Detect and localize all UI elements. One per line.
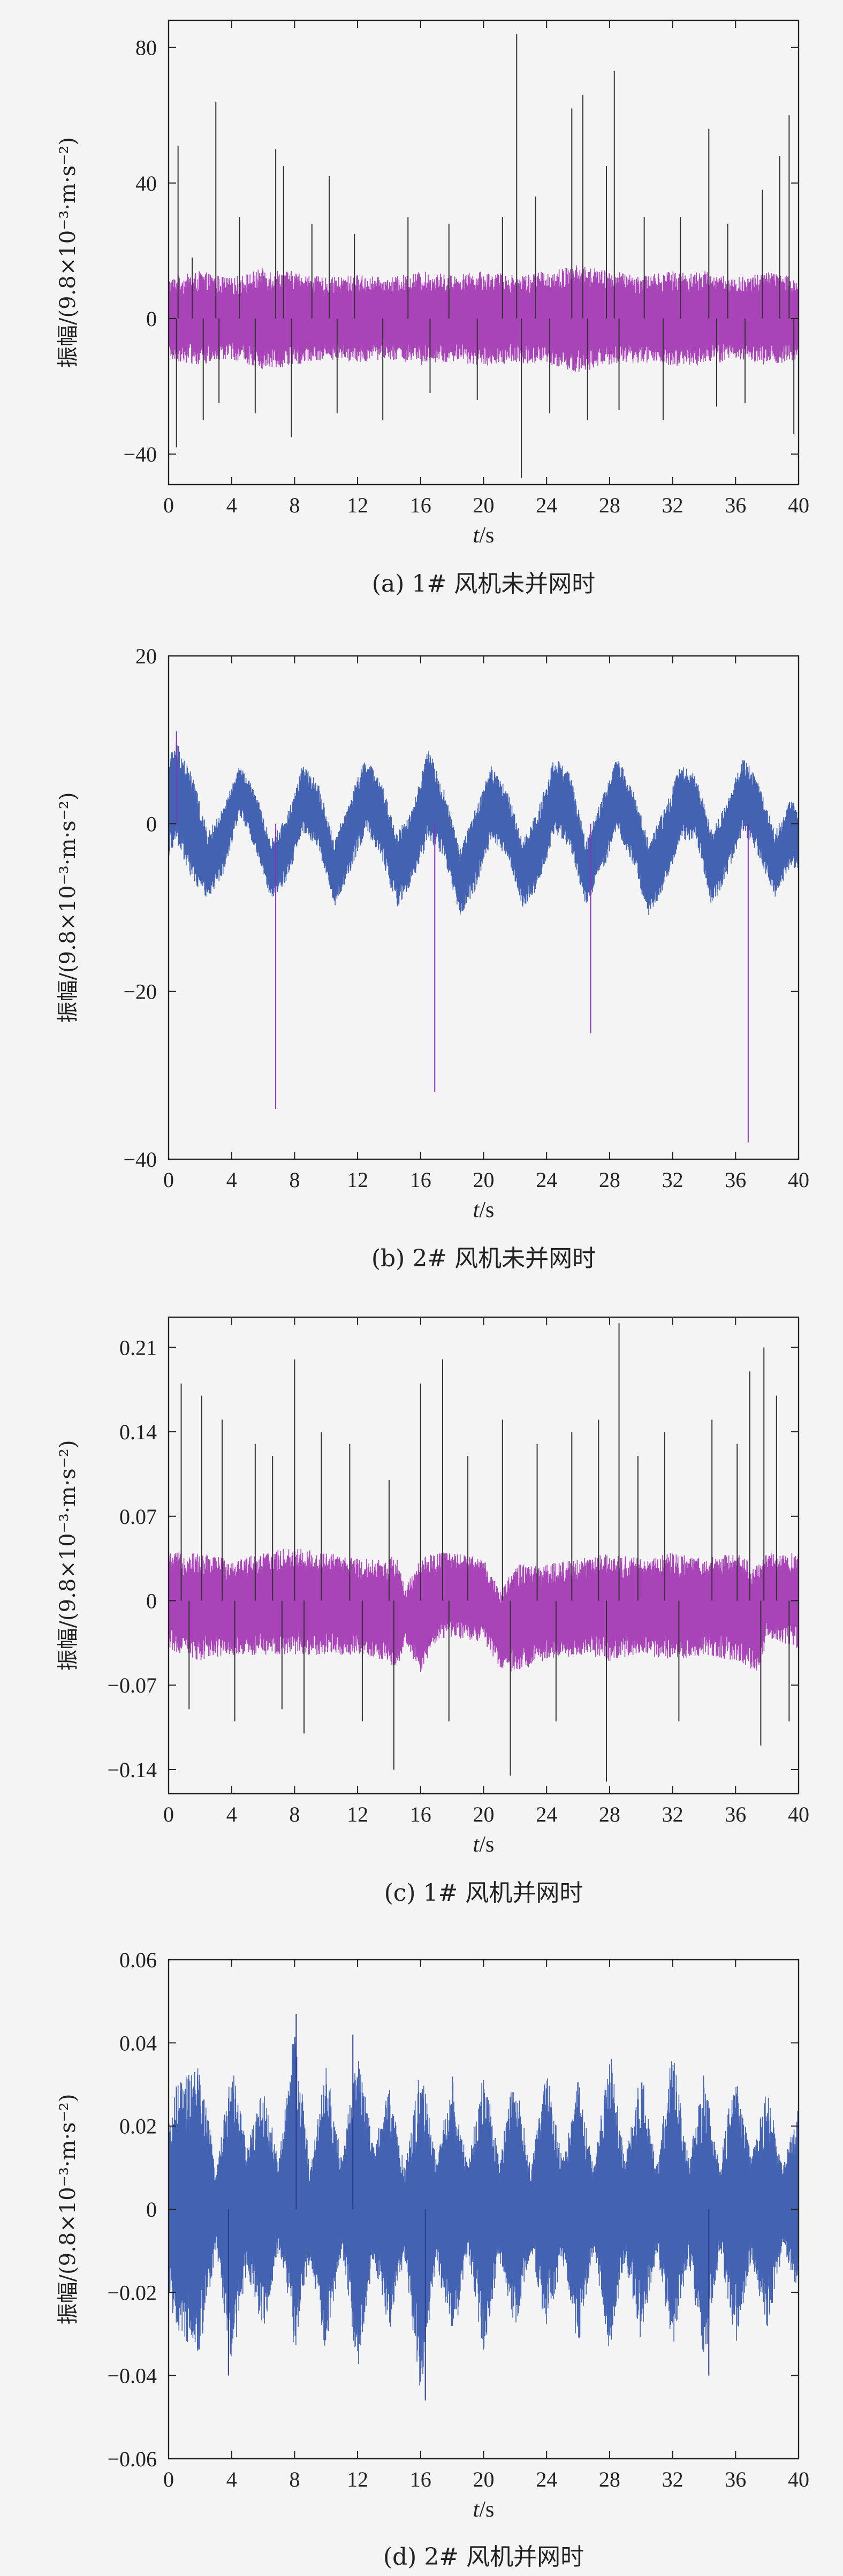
x-tick-label: 32 xyxy=(662,1802,683,1826)
x-tick-label: 12 xyxy=(347,2467,368,2491)
x-tick-label: 20 xyxy=(473,1168,495,1192)
axes-frame xyxy=(168,19,800,486)
x-tick-label: 36 xyxy=(725,1802,746,1826)
y-axis-label: 振幅/(9.8×10⁻³·m·s⁻²) xyxy=(56,137,80,368)
x-tick-label: 40 xyxy=(788,2467,809,2491)
x-tick-label: 8 xyxy=(289,2467,300,2491)
chart-panel-3: 0 4 8 12 16 20 24 28 32 36 40 0.21 0.14 0.07 0 −0.07 −0.… xyxy=(56,1316,809,1907)
x-tick-label: 20 xyxy=(473,1802,495,1826)
y-tick-label: 0.07 xyxy=(119,1505,157,1529)
x-tick-label: 28 xyxy=(599,1802,620,1826)
plot-area xyxy=(169,34,799,478)
x-tick-label: 24 xyxy=(536,493,557,517)
x-tick-label: 0 xyxy=(163,1168,174,1192)
x-tick-label: 16 xyxy=(410,1802,431,1826)
axes-frame xyxy=(168,655,800,1160)
x-tick-label: 24 xyxy=(536,1168,557,1192)
y-tick-label: 40 xyxy=(135,171,157,195)
x-tick-label: 12 xyxy=(347,1802,368,1826)
x-tick-label: 40 xyxy=(788,1802,809,1826)
y-tick-label: −0.06 xyxy=(107,2447,157,2471)
panel-caption: (a) 1# 风机未并网时 xyxy=(372,570,595,598)
y-axis-label: 振幅/(9.8×10⁻³·m·s⁻²) xyxy=(56,1440,80,1671)
panel-caption: (d) 2# 风机并网时 xyxy=(383,2543,584,2571)
axes-frame xyxy=(168,1316,800,1795)
x-tick-label: 28 xyxy=(599,1168,620,1192)
y-tick-label: 0 xyxy=(146,1589,157,1613)
y-tick-label: 0.02 xyxy=(119,2114,157,2139)
y-tick-label: −0.04 xyxy=(107,2364,157,2388)
y-axis-label: 振幅/(9.8×10⁻³·m·s⁻²) xyxy=(56,2094,80,2325)
x-tick-label: 4 xyxy=(226,493,237,517)
x-tick-label: 8 xyxy=(289,1168,300,1192)
x-tick-label: 4 xyxy=(226,1802,237,1826)
plot-area xyxy=(169,2013,799,2401)
panel-caption: (c) 1# 风机并网时 xyxy=(384,1879,583,1907)
x-tick-label: 16 xyxy=(410,1168,431,1192)
y-tick-label: 0.21 xyxy=(119,1335,157,1359)
x-tick-label: 0 xyxy=(163,493,174,517)
y-tick-label: −0.14 xyxy=(107,1758,157,1782)
x-tick-label: 20 xyxy=(473,2467,495,2491)
x-tick-label: 24 xyxy=(536,1802,557,1826)
y-tick-label: −40 xyxy=(123,1147,157,1172)
y-tick-label: 0 xyxy=(146,307,157,331)
x-tick-label: 16 xyxy=(410,493,431,517)
x-tick-label: 16 xyxy=(410,2467,431,2491)
y-tick-label: −40 xyxy=(123,442,157,466)
y-tick-label: 0 xyxy=(146,2197,157,2222)
y-tick-label: −20 xyxy=(123,980,157,1004)
x-tick-label: 4 xyxy=(226,2467,237,2491)
y-tick-label: 0.14 xyxy=(119,1420,157,1444)
x-tick-label: 36 xyxy=(725,493,746,517)
x-tick-label: 28 xyxy=(599,2467,620,2491)
x-tick-label: 8 xyxy=(289,493,300,517)
plot-area xyxy=(169,731,799,1143)
panel-caption: (b) 2# 风机未并网时 xyxy=(371,1245,596,1272)
signal-trace xyxy=(169,2036,799,2386)
y-axis-label: 振幅/(9.8×10⁻³·m·s⁻²) xyxy=(56,792,80,1023)
x-tick-label: 40 xyxy=(788,1168,809,1192)
y-tick-label: 80 xyxy=(135,36,157,60)
x-tick-label: 0 xyxy=(163,1802,174,1826)
x-tick-label: 12 xyxy=(347,493,368,517)
chart-panel-1: 0 4 8 12 16 20 24 28 32 36 40 80 40 0 −40 t/s 振幅/(9.8×10… xyxy=(56,19,809,598)
x-tick-label: 24 xyxy=(536,2467,557,2491)
x-axis-label: t/s xyxy=(473,2497,495,2522)
chart-panel-4: 0 4 8 12 16 20 24 28 32 36 40 0.06 0.04 0.02 0 −0.02 −0.… xyxy=(56,1948,809,2571)
x-tick-label: 36 xyxy=(725,1168,746,1192)
x-tick-label: 4 xyxy=(226,1168,237,1192)
chart-panel-2: 0 4 8 12 16 20 24 28 32 36 40 20 0 −20 −40 t/s 振幅/(9.8×1… xyxy=(56,644,809,1272)
y-tick-label: 20 xyxy=(135,644,157,668)
y-tick-label: 0 xyxy=(146,812,157,836)
x-tick-label: 28 xyxy=(599,493,620,517)
x-tick-label: 32 xyxy=(662,1168,683,1192)
x-tick-label: 32 xyxy=(662,493,683,517)
signal-trace xyxy=(169,265,799,372)
signal-trace xyxy=(169,742,799,916)
x-tick-label: 40 xyxy=(788,493,809,517)
x-axis-label: t/s xyxy=(473,1832,495,1857)
y-tick-label: −0.02 xyxy=(107,2280,157,2305)
x-tick-label: 32 xyxy=(662,2467,683,2491)
x-tick-label: 12 xyxy=(347,1168,368,1192)
x-axis-label: t/s xyxy=(473,523,495,548)
y-tick-label: 0.04 xyxy=(119,2031,157,2055)
x-axis-label: t/s xyxy=(473,1198,495,1222)
y-tick-label: −0.07 xyxy=(107,1673,157,1697)
y-tick-label: 0.06 xyxy=(119,1948,157,1972)
plot-area xyxy=(169,1323,799,1782)
x-tick-label: 0 xyxy=(163,2467,174,2491)
x-tick-label: 36 xyxy=(725,2467,746,2491)
x-tick-label: 20 xyxy=(473,493,495,517)
signal-trace xyxy=(169,1548,799,1672)
x-tick-label: 8 xyxy=(289,1802,300,1826)
